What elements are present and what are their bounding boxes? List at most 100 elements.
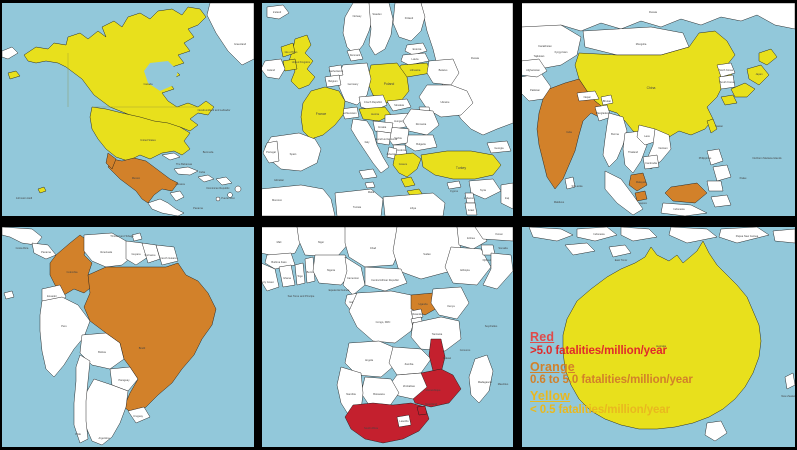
label-canada: Canada — [143, 82, 153, 86]
map-panel-africa[interactable]: Mali Niger Chad Sudan Eritrea Burkina Fa… — [261, 227, 513, 447]
label-china: China — [647, 86, 656, 90]
map-panel-south-america[interactable]: Costa Rica Panama Colombia Venezuela Guy… — [2, 227, 254, 447]
label-puerto-rico: Puerto Rico — [221, 196, 235, 200]
label-poland: Poland — [384, 82, 395, 86]
label-uganda: Uganda — [418, 302, 428, 306]
label-afghanistan: Afghanistan — [526, 68, 540, 72]
label-croatia: Croatia — [378, 125, 387, 129]
label-bangladesh: Bangladesh — [596, 111, 610, 115]
label-colombia: Colombia — [67, 270, 79, 274]
label-niger: Niger — [318, 240, 324, 244]
label-isle-of-man: Isle of Man — [285, 50, 298, 54]
label-ukraine: Ukraine — [441, 100, 450, 104]
label-iraq: Iraq — [505, 196, 510, 200]
label-bolivia: Bolivia — [98, 350, 106, 354]
label-new-zealand: New Zealand — [781, 394, 795, 398]
label-angola: Angola — [365, 358, 374, 362]
label-morocco: Morocco — [272, 198, 283, 202]
label-burkina-faso: Burkina Faso — [271, 260, 287, 264]
label-gibraltar: Gibraltar — [274, 178, 284, 182]
label-newfoundland: Newfoundland and Labrador — [198, 108, 231, 112]
label-zambia: Zambia — [405, 362, 414, 366]
label-estonia: Estonia — [413, 47, 422, 51]
label-cameroon: Cameroon — [347, 276, 360, 280]
label-south-africa: South Africa — [364, 426, 379, 430]
label-pakistan: Pakistan — [530, 88, 541, 92]
label-south-korea: South Korea — [720, 80, 735, 84]
label-ghana: Ghana — [283, 276, 291, 280]
label-united-states: United States — [140, 138, 156, 142]
label-czech-republic: Czech Republic — [364, 100, 383, 104]
label-belgium: Belgium — [328, 79, 337, 83]
label-paraguay: Paraguay — [118, 378, 130, 382]
label-chad: Chad — [370, 246, 377, 250]
label-indonesia: Indonesia — [593, 232, 605, 236]
map-panel-asia[interactable]: Russia Kazakhstan Mongolia China Taiwan … — [521, 3, 795, 216]
label-yemen: Yemen — [495, 232, 504, 236]
legend-range-yellow: < 0.5 fatalities/million/year — [530, 403, 670, 416]
label-denmark: Denmark — [350, 53, 361, 57]
label-djibouti: Djibouti — [483, 258, 492, 262]
label-bosnia: Bosnia and Herzegovina — [369, 137, 398, 141]
map-panel-north-america[interactable]: Greenland Mexico Can — [2, 3, 254, 216]
label-panama: Panama — [193, 206, 203, 210]
label-iceland: Iceland — [273, 10, 282, 14]
gutter-edge-bottom — [0, 447, 797, 450]
label-sudan: Sudan — [423, 252, 431, 256]
label-lebanon: Lebanon — [464, 196, 475, 200]
gutter-edge-right — [795, 0, 797, 450]
gutter-horizontal — [0, 216, 797, 227]
label-lesotho: Lesotho — [399, 419, 409, 423]
label-botswana: Botswana — [373, 392, 385, 396]
label-venezuela: Venezuela — [100, 250, 113, 254]
label-georgia: Georgia — [494, 146, 504, 150]
label-ecuador: Ecuador — [47, 294, 57, 298]
label-australia: Australia — [656, 344, 667, 348]
map-panel-oceania[interactable]: Indonesia Papua New Guinea East Timor Au… — [521, 227, 795, 447]
label-belarus: Belarus — [439, 68, 448, 72]
label-mexico: Mexico — [132, 176, 141, 180]
label-israel: Israel — [468, 208, 475, 212]
label-cyprus: Cyprus — [450, 189, 459, 193]
label-north-korea: North Korea — [719, 68, 734, 72]
label-bermuda: Bermuda — [203, 150, 214, 154]
legend-range-orange: 0.6 to 5.0 fatalities/million/year — [530, 374, 693, 387]
label-russia: Russia — [649, 10, 657, 14]
label-papua-new-guinea: Papua New Guinea — [736, 234, 759, 238]
map-panel-europe[interactable]: Russia Norway Sweden Finland Estonia Lat… — [261, 3, 513, 216]
label-brazil: Brazil — [139, 346, 146, 350]
label-turkey: Turkey — [456, 166, 467, 170]
label-russia: Russia — [471, 56, 479, 60]
label-slovakia: Slovakia — [394, 103, 404, 107]
label-norway: Norway — [353, 14, 362, 18]
label-palau: Palau — [740, 176, 747, 180]
label-jamaica: Jamaica — [175, 182, 185, 186]
legend-key-orange: Orange — [530, 359, 575, 374]
label-ivory-coast: Ivory Coast — [261, 280, 274, 284]
label-thailand: Thailand — [628, 150, 639, 154]
label-panama: Panama — [41, 250, 51, 254]
label-indonesia: Indonesia — [673, 207, 685, 211]
label-latvia: Latvia — [412, 57, 419, 61]
label-zimbabwe: Zimbabwe — [403, 384, 416, 388]
legend: Red >5.0 fatalities/million/year Orange … — [530, 330, 745, 419]
label-seychelles: Seychelles — [485, 324, 498, 328]
gutter-edge-top — [0, 0, 797, 3]
label-chile: Chile — [75, 432, 81, 436]
label-malaysia: Malaysia — [636, 180, 647, 184]
label-greece: Greece — [399, 162, 408, 166]
label-sao-tome: Sao Tome and Principe — [288, 294, 315, 298]
label-argentina: Argentina — [98, 436, 110, 440]
label-spain: Spain — [290, 152, 297, 156]
label-liechtenstein: Liechtenstein — [341, 111, 357, 115]
label-austria: Austria — [371, 112, 380, 116]
label-uruguay: Uruguay — [133, 414, 144, 418]
label-somalia: Somalia — [498, 246, 508, 250]
label-central-african-republic: Central African Republic — [371, 278, 400, 282]
label-benin: Benin — [307, 270, 314, 274]
label-nigeria: Nigeria — [327, 268, 336, 272]
label-portugal: Portugal — [266, 150, 276, 154]
legend-key-yellow: Yellow — [530, 389, 571, 404]
label-laos: Laos — [644, 134, 650, 138]
label-rwanda: Rwanda — [412, 312, 422, 316]
